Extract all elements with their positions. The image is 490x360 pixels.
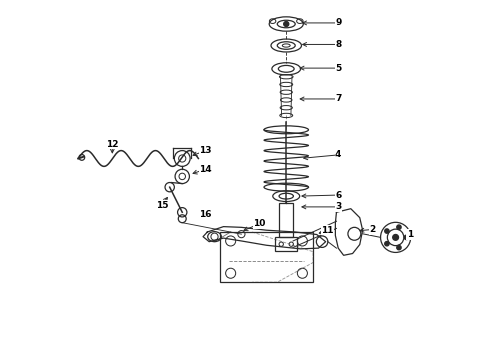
Text: 8: 8 (335, 40, 342, 49)
Text: 11: 11 (321, 226, 334, 235)
Circle shape (393, 234, 398, 240)
Bar (279, 203, 293, 237)
Text: 13: 13 (199, 146, 212, 155)
Circle shape (397, 225, 401, 229)
Text: 6: 6 (335, 190, 342, 199)
Circle shape (385, 242, 389, 246)
Text: 4: 4 (335, 150, 342, 159)
Text: 16: 16 (199, 210, 212, 219)
Circle shape (284, 22, 289, 27)
Bar (275, 237, 297, 251)
Circle shape (404, 235, 409, 239)
Text: 3: 3 (335, 202, 342, 211)
Text: 9: 9 (335, 18, 342, 27)
Text: 2: 2 (369, 225, 375, 234)
Text: 1: 1 (407, 230, 413, 239)
Circle shape (397, 246, 401, 250)
Text: 5: 5 (335, 64, 342, 73)
Text: 7: 7 (335, 94, 342, 103)
Text: 15: 15 (155, 201, 168, 210)
Text: 10: 10 (253, 219, 266, 228)
Circle shape (385, 229, 389, 233)
Text: 14: 14 (199, 165, 212, 174)
Text: 12: 12 (106, 140, 119, 149)
Bar (220, 232, 313, 282)
